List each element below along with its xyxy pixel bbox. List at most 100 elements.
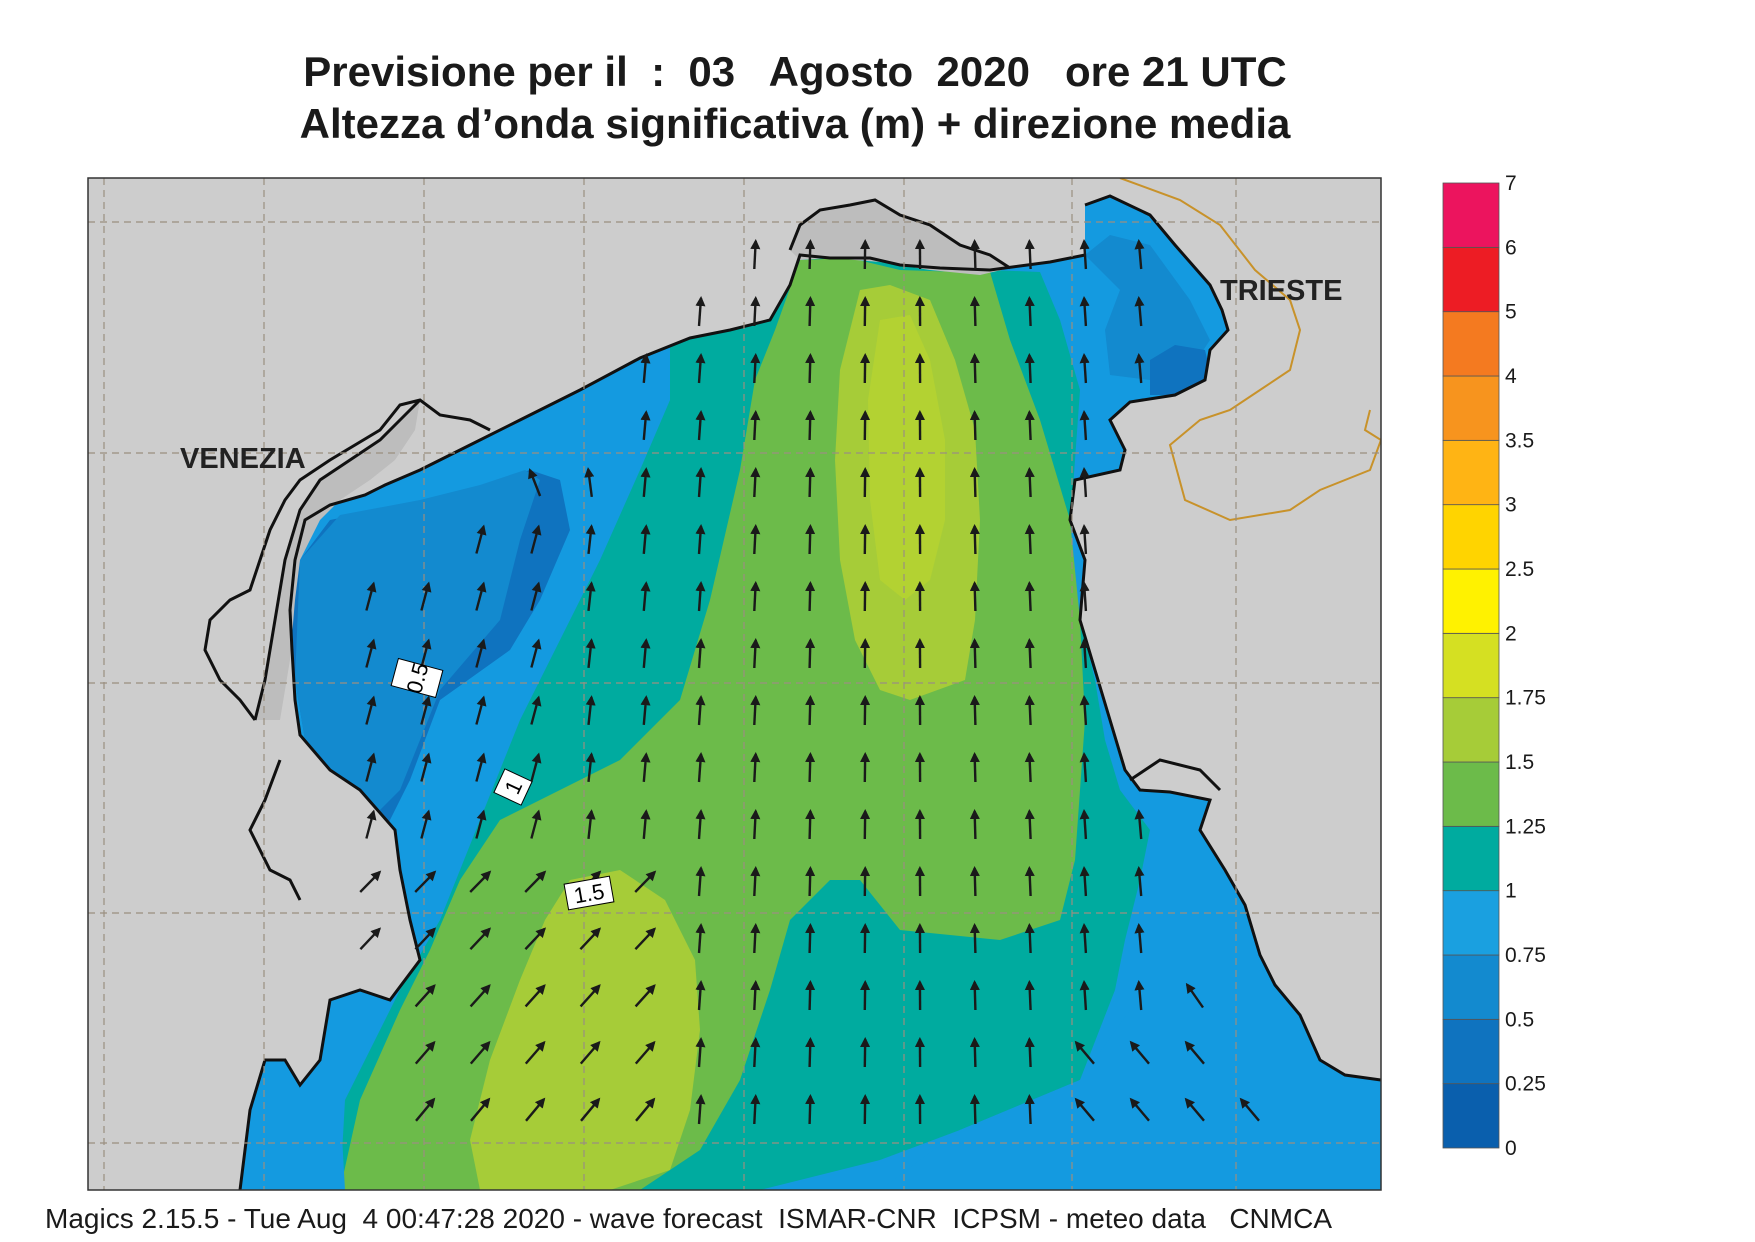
wave-arrow [469, 927, 491, 951]
colorbar-swatch [1442, 761, 1500, 827]
wave-arrow [1024, 865, 1035, 897]
wave-arrow [585, 638, 596, 669]
wave-arrow [1129, 1097, 1150, 1122]
wave-arrow [640, 809, 651, 840]
wave-arrow [1074, 1097, 1095, 1122]
wave-arrow [640, 524, 651, 555]
wave-arrow [1079, 466, 1090, 498]
wave-arrow [475, 581, 487, 611]
wave-arrow [1024, 295, 1035, 327]
wave-arrow [528, 468, 542, 497]
wave-arrow [805, 352, 816, 384]
colorbar-label: 7 [1505, 172, 1517, 195]
wave-arrow [805, 523, 816, 555]
colorbar-swatch [1442, 1018, 1500, 1085]
wave-arrow [640, 752, 651, 783]
wave-arrow [1079, 523, 1090, 555]
wave-arrow [579, 984, 601, 1008]
wave-arrow [414, 927, 436, 951]
wave-arrow [1079, 979, 1090, 1011]
wave-arrow [805, 637, 816, 669]
wave-arrow [750, 466, 761, 498]
wave-arrow [750, 295, 761, 327]
wave-arrow [805, 865, 816, 897]
wave-arrow [584, 467, 595, 498]
map-frame [87, 177, 1382, 1191]
colorbar-swatch [1442, 182, 1500, 248]
north-land [88, 178, 1085, 1190]
contour-0.5-band [295, 470, 540, 830]
colorbar-swatch [1442, 697, 1500, 763]
wave-arrow [695, 808, 706, 840]
wave-arrow [1134, 295, 1145, 327]
city-label-venezia: VENEZIA [180, 443, 306, 475]
colorbar-swatch [1442, 311, 1500, 377]
wave-arrow [750, 922, 761, 954]
wave-arrow [365, 638, 377, 668]
wave-arrow [969, 238, 980, 270]
contour-south-0.75 [240, 1060, 345, 1190]
wave-arrow [530, 695, 542, 725]
wave-arrow [475, 752, 487, 782]
colorbar-swatch [1442, 632, 1500, 699]
wave-arrow [414, 1040, 436, 1065]
wave-arrow [1024, 466, 1035, 498]
wave-arrow [969, 637, 980, 669]
colorbar-label: 3 [1505, 494, 1517, 517]
wave-arrow [585, 695, 596, 726]
colorbar-label: 1.75 [1505, 687, 1546, 710]
wave-arrow [695, 1093, 706, 1125]
wave-arrow [475, 695, 487, 725]
wave-arrow [1079, 409, 1090, 441]
wave-arrow [1079, 751, 1090, 783]
wave-arrow [365, 695, 377, 725]
wave-arrow [585, 581, 596, 612]
wave-arrow [1079, 865, 1090, 897]
colorbar-swatch [1442, 375, 1500, 441]
wave-arrow [805, 238, 816, 270]
wave-arrow [365, 581, 377, 611]
wave-arrow [640, 638, 651, 669]
wave-arrow [750, 751, 761, 783]
wave-arrow [634, 984, 656, 1008]
wave-arrow [420, 752, 432, 782]
wave-direction-arrows [359, 238, 1260, 1125]
colorbar-label: 1.25 [1505, 815, 1546, 838]
wave-arrow [524, 870, 547, 893]
wave-arrow [1079, 295, 1090, 327]
colorbar-label: 0.5 [1505, 1008, 1534, 1031]
contour-label-1: 1 [493, 768, 533, 806]
wave-arrow [469, 984, 491, 1008]
wave-arrow [1024, 523, 1035, 555]
colorbar-swatch [1442, 439, 1500, 506]
wave-arrow [1134, 865, 1145, 897]
contour-ne-0.25 [1150, 345, 1212, 395]
wave-arrow [1079, 808, 1090, 840]
wave-arrow [969, 1093, 980, 1125]
wave-arrow [750, 979, 761, 1011]
wave-arrow [365, 809, 377, 839]
wave-arrow [805, 922, 816, 954]
wave-arrow [969, 979, 980, 1011]
wave-arrow [414, 984, 436, 1008]
colorbar-swatch [1442, 246, 1500, 313]
wave-arrow [750, 409, 761, 441]
wave-arrow [530, 524, 542, 554]
wave-arrow [1134, 808, 1145, 840]
city-label-trieste: TRIESTE [1220, 275, 1342, 307]
map-area [88, 178, 1381, 1190]
wave-arrow [470, 1097, 491, 1122]
wave-arrow [969, 865, 980, 897]
wave-arrow [1239, 1097, 1260, 1122]
venice-lagoon [255, 400, 420, 720]
wave-arrow [640, 353, 651, 384]
wave-arrow [524, 1040, 546, 1065]
wave-arrow [524, 927, 546, 951]
wave-arrow [530, 581, 542, 611]
wave-arrow [634, 870, 657, 893]
wave-arrow [469, 1040, 491, 1065]
wave-arrow [585, 752, 596, 783]
wave-arrow [530, 638, 542, 668]
wave-arrow [695, 523, 706, 555]
wave-arrow [1184, 1097, 1205, 1122]
